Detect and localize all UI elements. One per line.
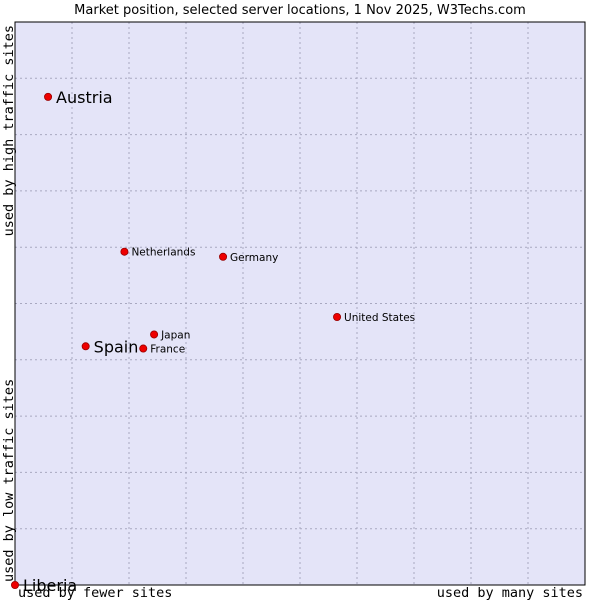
chart-title: Market position, selected server locatio… bbox=[74, 3, 526, 18]
point-marker-united-states bbox=[333, 313, 342, 322]
data-point-netherlands: Netherlands bbox=[120, 247, 195, 259]
point-label-united-states: United States bbox=[344, 312, 415, 324]
data-point-japan: Japan bbox=[150, 329, 190, 341]
point-label-france: France bbox=[150, 344, 185, 356]
point-label-liberia: Liberia bbox=[23, 576, 77, 595]
point-label-japan: Japan bbox=[160, 329, 190, 341]
data-point-united-states: United States bbox=[333, 312, 415, 324]
point-label-germany: Germany bbox=[230, 252, 278, 264]
data-point-spain: Spain bbox=[81, 337, 139, 356]
point-marker-germany bbox=[219, 252, 228, 261]
y-axis-label-top: used by high traffic sites bbox=[1, 25, 17, 236]
data-point-austria: Austria bbox=[44, 88, 113, 107]
data-points: Austria Netherlands Germany United States Ja… bbox=[10, 88, 415, 595]
point-label-austria: Austria bbox=[56, 88, 113, 107]
y-axis-label-bottom: used by low traffic sites bbox=[1, 379, 17, 582]
x-axis-label-right: used by many sites bbox=[437, 585, 583, 600]
point-label-netherlands: Netherlands bbox=[131, 247, 195, 259]
point-marker-liberia bbox=[10, 581, 19, 590]
point-marker-spain bbox=[81, 342, 90, 351]
point-marker-japan bbox=[150, 330, 159, 339]
data-point-germany: Germany bbox=[219, 252, 278, 264]
data-point-liberia: Liberia bbox=[10, 576, 77, 595]
point-marker-austria bbox=[44, 92, 53, 101]
point-marker-netherlands bbox=[120, 247, 129, 256]
data-point-france: France bbox=[139, 344, 185, 356]
point-marker-france bbox=[139, 344, 148, 353]
grid-lines bbox=[15, 22, 585, 585]
plot-border bbox=[14, 21, 586, 586]
x-axis-label-left: used by fewer sites bbox=[18, 585, 172, 600]
point-label-spain: Spain bbox=[94, 337, 139, 356]
